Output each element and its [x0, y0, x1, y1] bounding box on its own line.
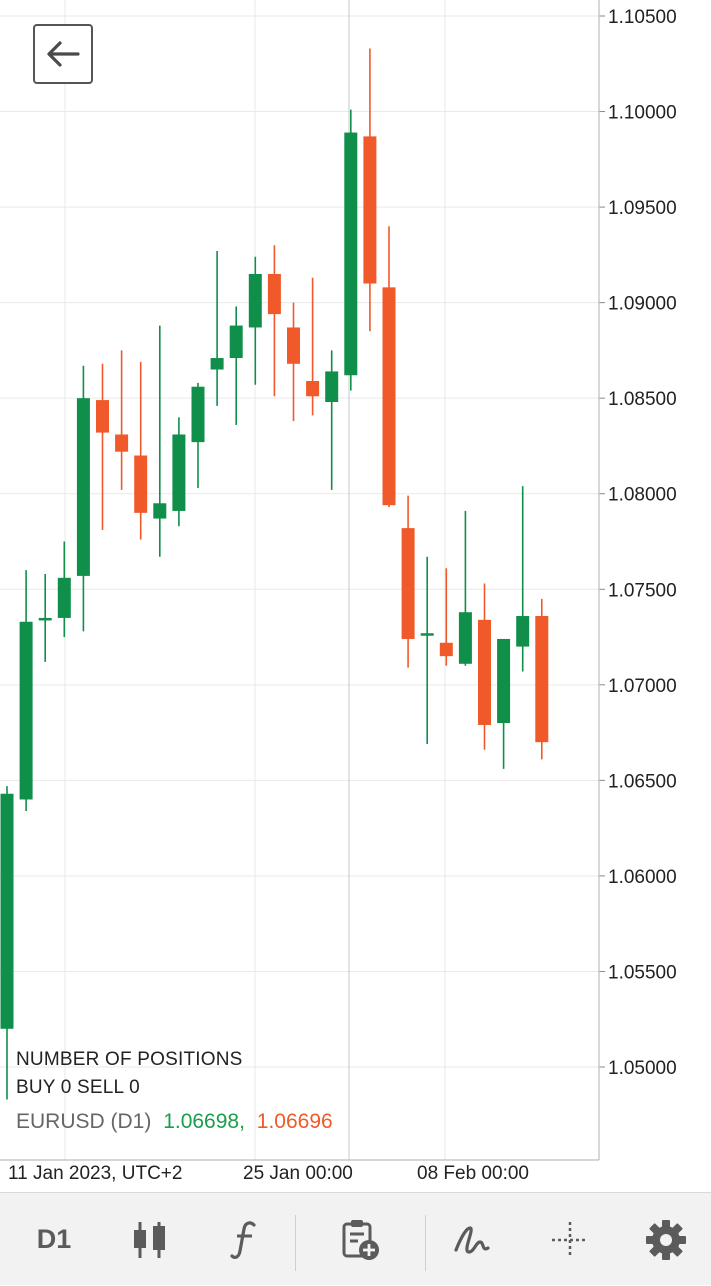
back-button[interactable]	[33, 24, 93, 84]
bottom-toolbar: D1	[0, 1192, 711, 1285]
y-tick-label: 1.06000	[608, 867, 677, 888]
candle-body	[535, 616, 549, 743]
symbol-line: EURUSD (D1) 1.06698, 1.06696	[16, 1110, 333, 1134]
candle-body	[19, 621, 33, 800]
settings-button[interactable]	[636, 1193, 696, 1286]
new-order-button[interactable]	[330, 1193, 390, 1286]
candle-body	[458, 612, 472, 664]
timeframe-label: D1	[36, 1224, 72, 1254]
candle-body	[76, 398, 90, 576]
candle-body	[248, 273, 262, 328]
crosshair-icon	[552, 1221, 588, 1258]
indicators-button[interactable]	[215, 1193, 275, 1286]
candle-body	[96, 400, 109, 433]
x-tick-label: 11 Jan 2023, UTC+2	[8, 1163, 182, 1184]
candle-body	[229, 325, 243, 359]
candle-body	[115, 434, 129, 452]
y-tick-label: 1.05500	[608, 962, 677, 983]
price-chart[interactable]: 1.10500 1.10000 1.09500 1.09000 1.08500 1.080…	[0, 0, 711, 1192]
x-tick-label: 08 Feb 00:00	[417, 1163, 529, 1184]
timeframe-button[interactable]: D1	[20, 1193, 88, 1286]
y-tick-label: 1.07500	[608, 580, 677, 601]
y-tick-label: 1.09500	[608, 198, 677, 219]
candle-body	[287, 327, 300, 364]
candle-body	[38, 617, 52, 621]
candle-body	[57, 577, 71, 618]
candlestick-icon	[134, 1221, 165, 1258]
indicator-f-icon	[230, 1220, 256, 1259]
candle-body	[420, 633, 434, 636]
candle-body	[363, 136, 377, 284]
candle-body	[172, 434, 186, 511]
toolbar-divider	[425, 1215, 426, 1271]
y-tick-label: 1.08500	[608, 389, 677, 410]
candle-body	[478, 619, 491, 725]
y-tick-label: 1.08000	[608, 485, 677, 506]
positions-title: NUMBER OF POSITIONS	[16, 1049, 243, 1070]
bid-price: 1.06698,	[163, 1110, 245, 1133]
crosshair-button[interactable]	[540, 1193, 600, 1286]
candle-body	[134, 455, 148, 513]
y-tick-label: 1.10000	[608, 103, 677, 124]
chart-area[interactable]: 1.10500 1.10000 1.09500 1.09000 1.08500 1.080…	[0, 0, 711, 1192]
arrow-left-icon	[47, 41, 80, 67]
toolbar-divider	[295, 1215, 296, 1271]
candle-body	[191, 386, 205, 443]
settings-gear-icon	[646, 1219, 686, 1260]
candle-body	[306, 380, 320, 397]
y-tick-label: 1.10500	[608, 7, 677, 28]
candle-body	[516, 616, 530, 647]
symbol-name: EURUSD (D1)	[16, 1110, 152, 1133]
candle-body	[344, 132, 358, 376]
y-tick-label: 1.05000	[608, 1058, 677, 1079]
x-tick-label: 25 Jan 00:00	[243, 1163, 353, 1184]
candle-body	[153, 503, 167, 519]
chart-type-button[interactable]	[120, 1193, 180, 1286]
draw-tool-icon	[454, 1225, 490, 1254]
y-tick-label: 1.07000	[608, 676, 677, 697]
candle-body	[210, 358, 224, 370]
positions-summary: BUY 0 SELL 0	[16, 1077, 140, 1098]
y-tick-label: 1.09000	[608, 294, 677, 315]
candle-body	[382, 287, 396, 506]
ask-price: 1.06696	[256, 1110, 333, 1133]
new-order-icon	[342, 1219, 379, 1260]
candle-body	[0, 793, 14, 1029]
candle-body	[439, 642, 453, 657]
candle-body	[401, 528, 415, 639]
candle-body	[267, 273, 281, 315]
candle-body	[325, 371, 339, 403]
y-tick-label: 1.06500	[608, 771, 677, 792]
drawing-tools-button[interactable]	[442, 1193, 502, 1286]
candle-body	[497, 638, 511, 724]
